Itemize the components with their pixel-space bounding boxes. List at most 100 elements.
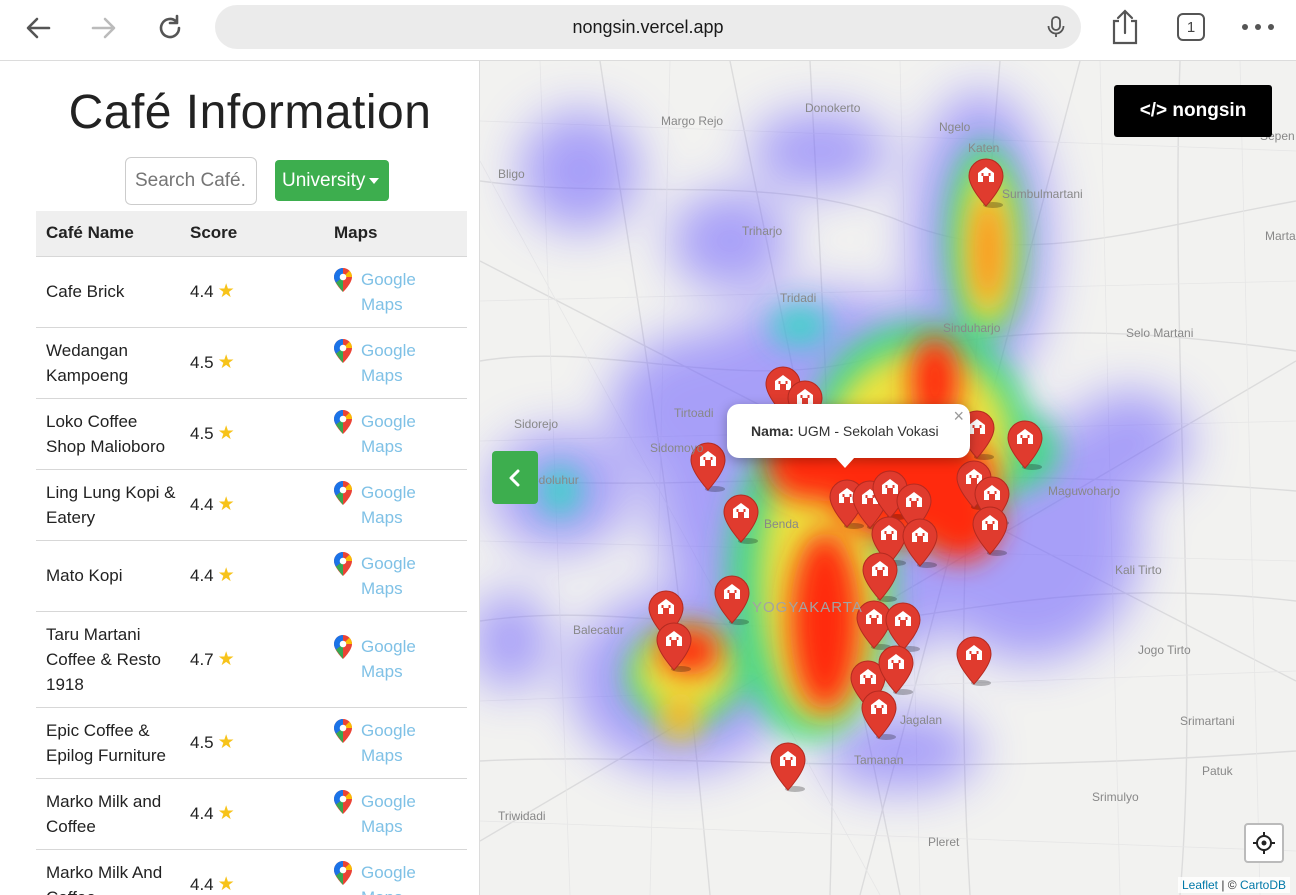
google-maps-link-text: Google Maps [361, 718, 416, 768]
cafe-name: Ling Lung Kopi & Eatery [36, 468, 180, 540]
google-maps-pin-icon [334, 267, 352, 292]
cafe-marker-icon[interactable] [861, 690, 897, 740]
table-row: Loko Coffee Shop Malioboro 4.5 ★ Google Maps [36, 397, 467, 469]
place-label: Katen [968, 141, 1000, 155]
table-row: Wedangan Kampoeng 4.5 ★ Google Maps [36, 326, 467, 398]
google-maps-link[interactable]: Google Maps [334, 267, 467, 317]
maps-line-1: Google [361, 411, 416, 431]
google-maps-pin-icon [334, 551, 352, 576]
star-icon: ★ [217, 494, 235, 515]
cafe-marker-icon[interactable] [972, 506, 1008, 556]
star-icon: ★ [217, 648, 235, 670]
google-maps-link[interactable]: Google Maps [334, 860, 467, 895]
tab-count-button[interactable]: 1 [1177, 13, 1205, 41]
microphone-icon[interactable] [1045, 16, 1067, 38]
map-view[interactable]: Donokerto Margo Rejo Ngelo Katen Sumbulmarta… [480, 61, 1296, 895]
google-maps-link[interactable]: Google Maps [334, 409, 467, 459]
cafe-score: 4.4 ★ [180, 848, 324, 895]
university-filter-dropdown[interactable]: University [275, 160, 389, 201]
place-label: Martani [1265, 229, 1296, 243]
cafe-score: 4.4 ★ [180, 777, 324, 849]
google-maps-pin-icon [334, 860, 352, 885]
cafe-name: Taru Martani Coffee & Resto 1918 [36, 610, 180, 707]
leaflet-link[interactable]: Leaflet [1181, 878, 1219, 892]
star-icon: ★ [217, 874, 235, 895]
score-value: 4.5 [190, 353, 214, 372]
place-label: Maguwoharjo [1048, 484, 1121, 498]
google-maps-pin-icon [334, 338, 352, 363]
address-bar[interactable]: nongsin.vercel.app [215, 5, 1081, 49]
table-header-row: Café Name Score Maps [36, 211, 467, 257]
maps-line-1: Google [361, 269, 416, 289]
google-maps-link-text: Google Maps [361, 338, 416, 388]
cafe-marker-icon[interactable] [968, 158, 1004, 208]
close-icon[interactable]: × [953, 406, 964, 426]
maps-line-2: Maps [361, 816, 403, 836]
cafe-marker-icon[interactable] [862, 552, 898, 602]
cafe-marker-icon[interactable] [902, 518, 938, 568]
reload-icon[interactable] [152, 10, 188, 46]
back-arrow-icon[interactable] [20, 10, 56, 46]
cafe-score: 4.5 ★ [180, 706, 324, 778]
score-value: 4.4 [190, 804, 214, 823]
cafe-marker-icon[interactable] [770, 742, 806, 792]
share-icon[interactable] [1108, 8, 1142, 46]
google-maps-link-text: Google Maps [361, 789, 416, 839]
locate-me-button[interactable] [1244, 823, 1284, 863]
map-canvas[interactable] [480, 61, 1296, 895]
place-label: Tirtoadi [674, 406, 714, 420]
maps-cell: Google Maps [324, 610, 467, 707]
maps-cell: Google Maps [324, 397, 467, 469]
sidebar-toggle-button[interactable] [492, 451, 538, 504]
maps-cell: Google Maps [324, 326, 467, 398]
brand-logo[interactable]: </> nongsin [1114, 85, 1272, 137]
google-maps-link[interactable]: Google Maps [334, 789, 467, 839]
place-label: Bligo [498, 167, 525, 181]
cafe-name: Mato Kopi [36, 539, 180, 611]
cafe-marker-icon[interactable] [1007, 420, 1043, 470]
forward-arrow-icon[interactable] [86, 10, 122, 46]
table-row: Marko Milk and Coffee 4.4 ★ Google Maps [36, 777, 467, 849]
maps-line-1: Google [361, 720, 416, 740]
place-label: Sidoluhur [528, 473, 579, 487]
google-maps-link[interactable]: Google Maps [334, 718, 467, 768]
cafe-marker-icon[interactable] [656, 622, 692, 672]
cafe-name: Cafe Brick [36, 255, 180, 327]
score-value: 4.5 [190, 424, 214, 443]
cafe-marker-icon[interactable] [714, 575, 750, 625]
maps-cell: Google Maps [324, 848, 467, 895]
more-options-icon[interactable] [1240, 18, 1276, 36]
maps-line-1: Google [361, 553, 416, 573]
google-maps-link-text: Google Maps [361, 551, 416, 601]
google-maps-link[interactable]: Google Maps [334, 480, 467, 530]
place-label: Selo Martani [1126, 326, 1194, 340]
place-label: Triwidadi [498, 809, 546, 823]
cafe-marker-icon[interactable] [956, 636, 992, 686]
search-input[interactable] [125, 157, 257, 205]
maps-cell: Google Maps [324, 468, 467, 540]
chevron-left-icon [509, 469, 520, 486]
cafe-name: Loko Coffee Shop Malioboro [36, 397, 180, 469]
maps-line-2: Maps [361, 507, 403, 527]
maps-line-1: Google [361, 791, 416, 811]
place-label: Sinduharjo [943, 321, 1001, 335]
place-label: Pleret [928, 835, 960, 849]
google-maps-link[interactable]: Google Maps [334, 338, 467, 388]
star-icon: ★ [217, 423, 235, 444]
maps-line-2: Maps [361, 885, 416, 895]
place-label: Jogo Tirto [1138, 643, 1191, 657]
cartodb-link[interactable]: CartoDB [1239, 878, 1286, 892]
cafe-name: Wedangan Kampoeng [36, 326, 180, 398]
google-maps-link[interactable]: Google Maps [334, 551, 467, 601]
place-label: Benda [764, 517, 799, 531]
cafe-marker-icon[interactable] [723, 494, 759, 544]
maps-cell: Google Maps [324, 777, 467, 849]
filter-label: University [282, 169, 366, 191]
cafe-marker-icon[interactable] [690, 442, 726, 492]
google-maps-link[interactable]: Google Maps [334, 634, 467, 684]
cafe-score: 4.5 ★ [180, 397, 324, 469]
column-header-name: Café Name [36, 211, 180, 257]
cafe-marker-icon[interactable] [878, 645, 914, 695]
maps-line-1: Google [361, 862, 416, 882]
